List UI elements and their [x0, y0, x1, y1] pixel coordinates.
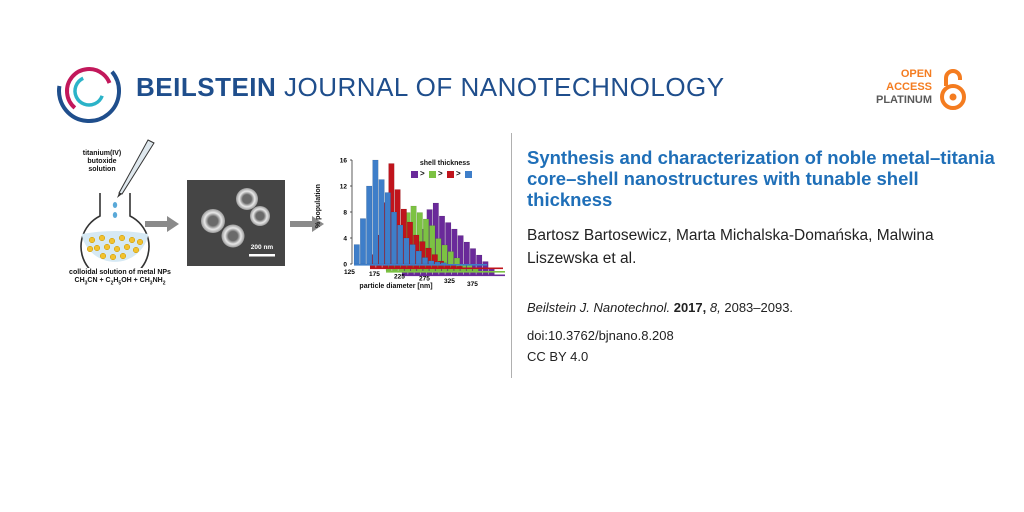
y-tick-label: 8: [343, 210, 347, 217]
formula-sub: 3: [149, 280, 153, 287]
formula-part: CN + C: [87, 277, 111, 284]
journal-name-bold: BEILSTEIN: [136, 72, 277, 102]
y-tick-label: 12: [340, 184, 348, 191]
article-title[interactable]: Synthesis and characterization of noble …: [527, 147, 995, 210]
histogram-bar: [422, 257, 428, 265]
histogram-bar: [415, 250, 422, 265]
x-tick-label: 225: [394, 273, 405, 280]
x-tick-label: 325: [444, 278, 455, 285]
license-label: CC BY 4.0: [527, 349, 589, 364]
legend: > > >: [411, 170, 491, 180]
histogram-bars: [353, 159, 505, 277]
histogram-bar: [440, 262, 447, 265]
formula-sub: 2: [110, 280, 114, 287]
histogram-bar: [372, 159, 379, 265]
x-tick-label: 175: [369, 271, 380, 278]
graphical-abstract: titanium(IV) butoxide solution colloidal…: [50, 138, 505, 313]
y-tick-label: 4: [343, 236, 347, 243]
legend-gt: >: [438, 169, 443, 178]
histogram-bar: [456, 266, 463, 268]
arrow-right-icon: [145, 216, 179, 232]
series-baseline: [354, 264, 487, 266]
histogram-bar: [391, 211, 397, 265]
reagent-label-line-1: titanium(IV): [82, 150, 122, 157]
histogram-bar: [403, 237, 410, 265]
reagent-label-line-2: butoxide: [87, 158, 117, 165]
y-tick-label: 0: [343, 262, 347, 269]
x-axis-ticks: 125 175 225 275 325 375: [344, 269, 478, 288]
x-tick-label: 125: [344, 269, 355, 276]
x-tick-label: 275: [419, 276, 430, 283]
flask-caption-line-2: CH3CN + C2H5OH + CH3NH2: [50, 277, 190, 287]
histogram-bar: [378, 179, 385, 265]
histogram-bar: [397, 224, 404, 265]
formula-sub: 3: [84, 280, 88, 287]
citation-pages: 2083–2093.: [724, 300, 794, 315]
histogram-bar: [384, 192, 391, 265]
histogram-chart: 0 4 8 12 16 125 175 225 275 325 375: [340, 158, 505, 288]
y-tick-label: 16: [340, 158, 348, 165]
formula-sub: 2: [162, 280, 166, 287]
y-axis-ticks: 0 4 8 12 16: [340, 158, 352, 269]
journal-abbrev: Beilstein J. Nanotechnol.: [527, 300, 671, 315]
doi-link[interactable]: doi:10.3762/bjnano.8.208: [527, 328, 674, 343]
histogram-bar: [366, 185, 373, 265]
arrow-right-icon: [290, 216, 324, 232]
article-authors: Bartosz Bartosewicz, Marta Michalska-Dom…: [527, 227, 934, 267]
oa-open-label: OPEN: [900, 68, 932, 80]
sem-image: 200 nm: [187, 180, 285, 266]
series-baseline: [386, 271, 505, 273]
legend-swatch-blue: [465, 171, 472, 178]
oa-platinum-label: PLATINUM: [875, 94, 932, 106]
legend-swatch-green: [429, 171, 436, 178]
formula-part: NH: [152, 277, 163, 284]
legend-swatch-purple: [411, 171, 418, 178]
histogram-bar: [450, 265, 457, 268]
formula-part: OH + CH: [121, 277, 150, 284]
histogram-bar: [428, 260, 435, 265]
journal-logo: [57, 59, 121, 123]
histogram-bar: [409, 244, 416, 265]
citation: Beilstein J. Nanotechnol. 2017, 8, 2083–…: [527, 300, 793, 315]
citation-volume: 8,: [709, 300, 721, 315]
formula-part: H: [113, 277, 119, 284]
x-axis-label: particle diameter [nm]: [359, 283, 433, 290]
reagent-label: titanium(IV) butoxide solution: [72, 150, 132, 174]
flask-diagram: [80, 139, 155, 268]
scale-bar-label: 200 nm: [250, 244, 274, 251]
series-baseline: [402, 274, 505, 277]
series-baseline: [370, 267, 503, 270]
citation-year: 2017,: [673, 300, 707, 315]
vertical-divider: [511, 133, 512, 378]
reagent-label-line-3: solution: [88, 166, 116, 173]
histogram-bar: [360, 218, 366, 265]
open-access-badge: OPEN ACCESS PLATINUM: [870, 68, 970, 112]
legend-title: shell thickness: [419, 160, 471, 167]
flask-caption: colloidal solution of metal NPs CH3CN + …: [50, 269, 190, 287]
journal-name-rest: JOURNAL OF NANOTECHNOLOGY: [284, 72, 725, 102]
formula-sub: 5: [118, 280, 122, 287]
y-axis-label: % population: [315, 184, 322, 228]
histogram-bar: [434, 261, 441, 265]
histogram-bar: [353, 244, 360, 265]
journal-name: BEILSTEIN JOURNAL OF NANOTECHNOLOGY: [136, 72, 725, 103]
open-lock-icon: [940, 69, 966, 110]
legend-gt: >: [420, 169, 425, 178]
flask-caption-line-1: colloidal solution of metal NPs: [69, 269, 171, 276]
legend-gt: >: [456, 169, 461, 178]
x-tick-label: 375: [467, 281, 478, 288]
oa-access-label: ACCESS: [886, 81, 932, 93]
formula-part: CH: [74, 277, 85, 284]
legend-swatch-red: [447, 171, 454, 178]
sem-particles: [187, 180, 285, 266]
